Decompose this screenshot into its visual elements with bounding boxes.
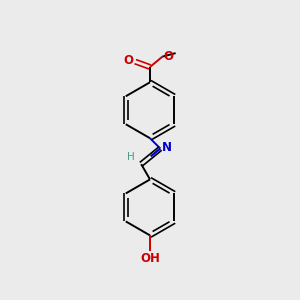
Text: O: O	[123, 54, 133, 67]
Text: OH: OH	[140, 252, 160, 265]
Text: O: O	[164, 50, 173, 63]
Text: H: H	[127, 152, 135, 162]
Text: N: N	[162, 141, 172, 154]
